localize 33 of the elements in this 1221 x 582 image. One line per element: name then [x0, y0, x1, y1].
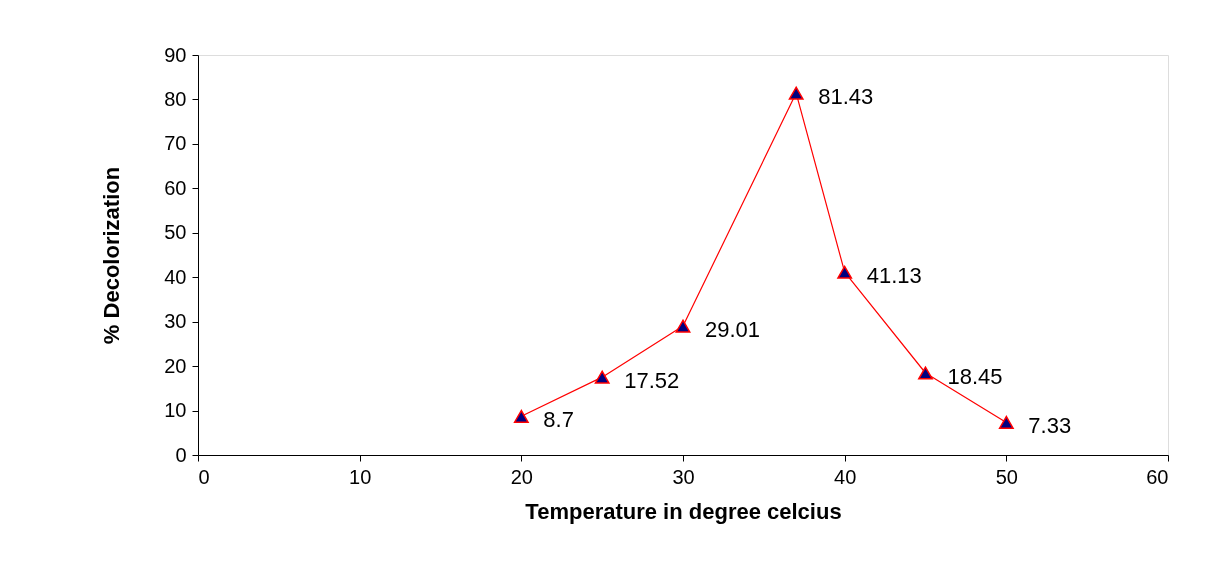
- y-tick-label: 90: [164, 43, 187, 66]
- y-tick-label: 40: [164, 265, 187, 288]
- data-label: 41.13: [866, 263, 922, 289]
- point: [788, 86, 804, 100]
- data-label: 17.52: [624, 368, 680, 394]
- y-tick-label: 30: [164, 310, 187, 333]
- data-label: 29.01: [705, 317, 761, 343]
- data-label: 8.7: [543, 407, 574, 433]
- x-axis-title: Temperature in degree celcius: [525, 498, 842, 524]
- point: [594, 370, 610, 384]
- y-tick-label: 70: [164, 132, 187, 155]
- point: [513, 409, 529, 423]
- y-axis-title: % Decolorization: [99, 166, 125, 345]
- y-tick-label: 50: [164, 221, 187, 244]
- y-tick-label: 10: [164, 399, 187, 422]
- point: [675, 319, 691, 333]
- y-tick-label: 20: [164, 354, 187, 377]
- y-tick-label: 0: [175, 443, 187, 466]
- data-label: 81.43: [818, 84, 874, 110]
- point: [837, 265, 853, 279]
- data-label: 18.45: [947, 364, 1003, 389]
- x-tick-label: 0: [198, 465, 210, 488]
- x-tick-label: 50: [995, 465, 1018, 488]
- point: [918, 366, 933, 380]
- data-label: 7.33: [1028, 413, 1072, 439]
- y-tick-label: 60: [164, 176, 187, 199]
- point: [998, 415, 1014, 429]
- x-tick-label: 60: [1146, 465, 1169, 488]
- y-tick-label: 80: [164, 87, 187, 110]
- x-tick-label: 10: [349, 465, 372, 488]
- x-tick-label: 20: [510, 465, 533, 488]
- x-tick-label: 30: [672, 465, 695, 488]
- x-tick-label: 40: [834, 465, 857, 488]
